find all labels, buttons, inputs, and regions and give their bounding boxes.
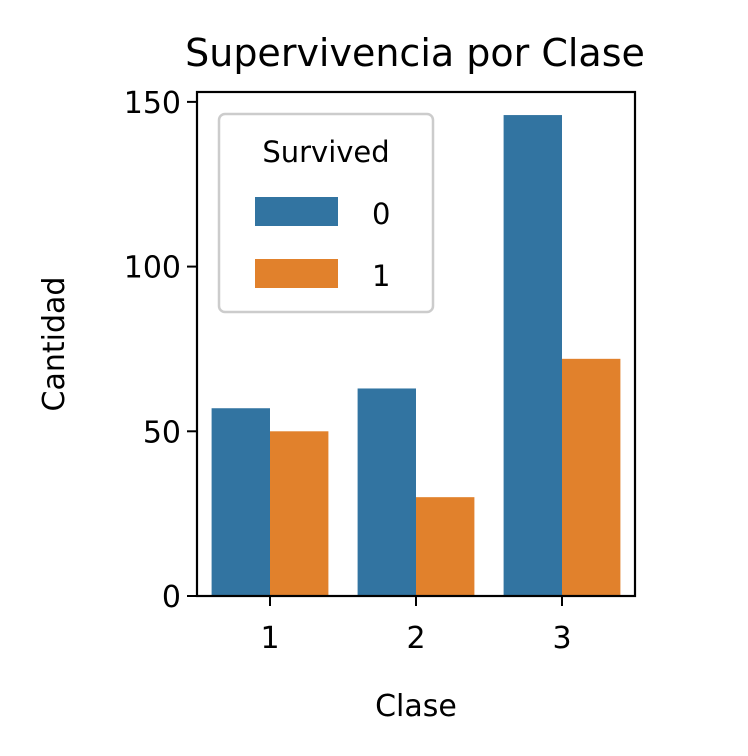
bar-class-2-survived-0 bbox=[357, 388, 416, 596]
chart-title: Supervivencia por Clase bbox=[185, 31, 645, 75]
legend-swatch-1 bbox=[255, 259, 338, 288]
x-tick-label: 1 bbox=[260, 621, 279, 656]
bar-class-2-survived-1 bbox=[416, 497, 475, 596]
y-axis-label: Cantidad bbox=[37, 277, 72, 412]
legend-swatch-0 bbox=[255, 197, 338, 226]
bar-class-1-survived-1 bbox=[270, 431, 329, 596]
y-tick-label: 50 bbox=[143, 415, 181, 450]
legend-label-0: 0 bbox=[372, 197, 390, 231]
x-axis-ticks: 1 2 3 bbox=[260, 596, 572, 656]
legend-label-1: 1 bbox=[372, 259, 390, 293]
y-tick-label: 150 bbox=[124, 86, 181, 121]
bar-class-3-survived-0 bbox=[503, 115, 562, 596]
bar-class-3-survived-1 bbox=[562, 358, 621, 596]
x-tick-label: 2 bbox=[406, 621, 425, 656]
x-axis-label: Clase bbox=[375, 689, 457, 724]
bars-group bbox=[211, 115, 621, 596]
y-tick-label: 100 bbox=[124, 251, 181, 286]
bar-class-1-survived-0 bbox=[211, 408, 270, 596]
y-axis-ticks: 0 50 100 150 bbox=[124, 86, 197, 615]
legend: Survived 0 1 bbox=[217, 112, 435, 314]
y-tick-label: 0 bbox=[162, 580, 181, 615]
x-tick-label: 3 bbox=[552, 621, 571, 656]
legend-title: Survived bbox=[262, 135, 389, 169]
